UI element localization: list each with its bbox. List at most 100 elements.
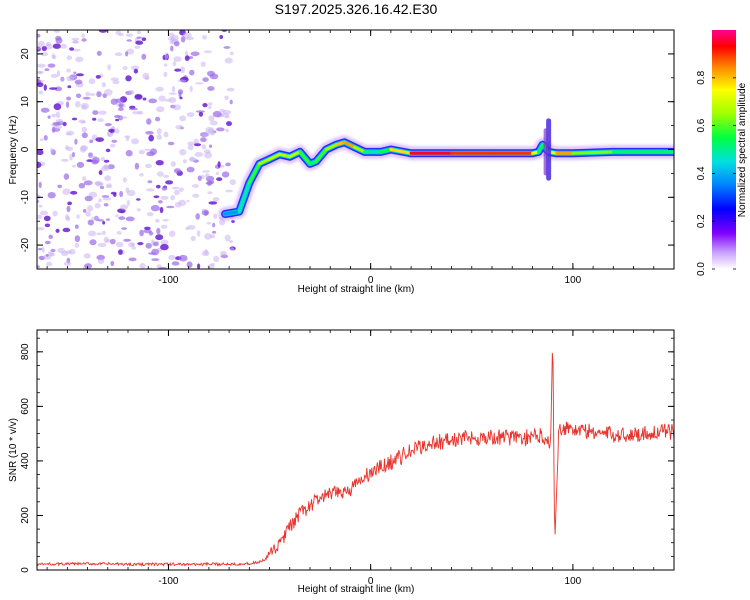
ridge-segment — [247, 162, 261, 185]
noise-blob — [142, 72, 150, 80]
noise-blob — [72, 48, 81, 52]
noise-blob — [146, 212, 154, 217]
noise-blob — [38, 90, 43, 95]
noise-blob — [102, 197, 112, 201]
noise-blob — [106, 218, 110, 221]
noise-blob — [76, 214, 80, 219]
noise-blob — [53, 103, 62, 111]
noise-blob — [128, 242, 136, 248]
noise-blob — [177, 79, 187, 83]
noise-blob — [51, 55, 57, 60]
noise-blob — [163, 71, 168, 78]
snr-x-label: Height of straight line (km) — [298, 584, 415, 595]
noise-blob — [101, 82, 107, 88]
noise-blob — [54, 86, 63, 92]
noise-blob — [115, 128, 120, 134]
x-tick-label: 0 — [368, 576, 374, 587]
noise-blob — [49, 147, 54, 153]
noise-blob — [125, 51, 129, 57]
noise-blob — [98, 198, 102, 203]
noise-blob — [37, 200, 40, 203]
noise-blob — [88, 78, 96, 85]
noise-blob — [195, 110, 205, 113]
noise-blob — [66, 130, 75, 136]
noise-blob — [144, 148, 151, 152]
noise-blob — [139, 229, 144, 237]
noise-blob — [38, 247, 43, 251]
noise-blob — [97, 118, 104, 122]
y-tick-label: 10 — [20, 96, 31, 108]
noise-blob — [211, 262, 215, 266]
noise-blob — [110, 143, 116, 148]
noise-blob — [65, 146, 74, 152]
noise-blob — [189, 156, 195, 162]
noise-blob — [226, 87, 235, 92]
noise-blob — [44, 223, 51, 228]
noise-blob — [123, 238, 131, 242]
colorbar-tick-label: 0.4 — [696, 166, 707, 180]
snr-clip — [37, 352, 674, 568]
noise-blob — [100, 157, 105, 161]
noise-blob — [118, 107, 124, 111]
noise-blob — [166, 205, 175, 209]
noise-blob — [212, 230, 217, 234]
noise-blob — [94, 202, 101, 209]
noise-blob — [202, 133, 210, 137]
ridge-segment — [324, 143, 338, 151]
noise-blob — [104, 88, 113, 96]
noise-blob — [103, 203, 109, 207]
spectrogram-ridge — [218, 118, 674, 221]
noise-blob — [136, 36, 142, 39]
colorbar-tick-label: 0.2 — [696, 214, 707, 228]
noise-blob — [160, 239, 169, 246]
noise-blob — [70, 190, 78, 195]
noise-blob — [151, 258, 160, 261]
noise-blob — [202, 35, 207, 40]
noise-blob — [179, 96, 183, 100]
ridge-segment — [379, 148, 393, 154]
noise-blob — [71, 37, 80, 41]
ridge-segment — [342, 140, 356, 149]
noise-blob — [65, 216, 71, 222]
colorbar-gradient — [712, 30, 736, 269]
noise-blob — [125, 150, 133, 157]
noise-blob — [215, 172, 220, 175]
noise-blob — [131, 138, 139, 145]
noise-blob — [74, 242, 80, 248]
snr-panel: -100 0 100 0 200 400 600 800 Height of straigh… — [8, 329, 675, 595]
colorbar-tick-label: 0.0 — [696, 262, 707, 276]
noise-blob — [83, 253, 91, 259]
noise-blob — [37, 63, 46, 68]
noise-blob — [206, 221, 212, 225]
noise-blob — [82, 96, 91, 100]
noise-blob — [118, 249, 123, 255]
ridge-segment — [237, 181, 251, 214]
x-tick-label: 100 — [565, 275, 582, 286]
noise-blob — [160, 195, 169, 200]
noise-blob — [134, 94, 143, 100]
noise-blob — [148, 98, 158, 104]
noise-blob — [185, 36, 195, 41]
noise-blob — [200, 137, 207, 143]
noise-blob — [114, 114, 121, 119]
noise-blob — [37, 46, 41, 50]
noise-blob — [60, 43, 67, 49]
noise-blob — [163, 63, 168, 67]
noise-blob — [104, 175, 112, 182]
noise-blob — [78, 119, 86, 124]
noise-blob — [219, 108, 226, 113]
noise-blob — [155, 234, 164, 241]
noise-blob — [156, 227, 161, 235]
noise-blob — [129, 107, 138, 111]
noise-blob — [48, 234, 53, 239]
noise-blob — [37, 227, 45, 231]
noise-blob — [167, 141, 175, 146]
snr-frame — [36, 329, 675, 571]
noise-blob — [119, 116, 128, 119]
noise-blob — [229, 99, 233, 105]
noise-blob — [145, 242, 152, 249]
noise-blob — [156, 171, 164, 177]
noise-blob — [207, 102, 213, 106]
noise-blob — [180, 66, 185, 74]
noise-blob — [164, 99, 171, 102]
